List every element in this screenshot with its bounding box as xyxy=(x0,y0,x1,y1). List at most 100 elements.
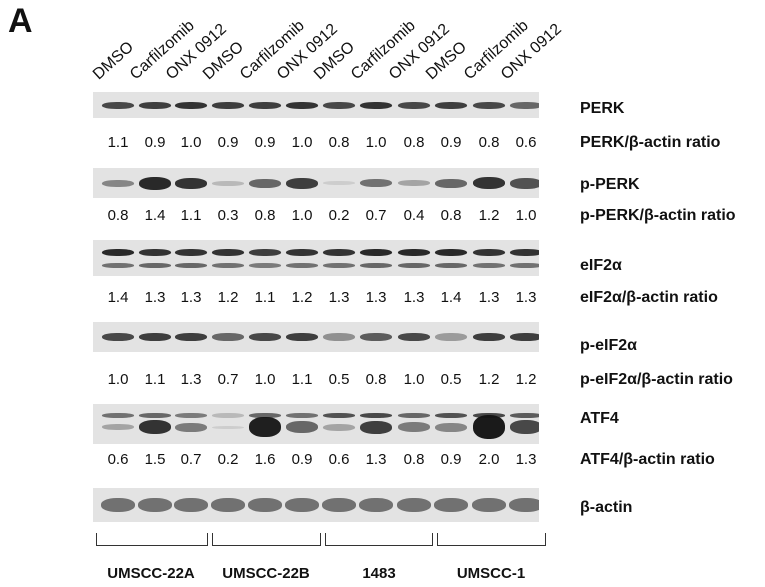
bracket-umscc-1 xyxy=(437,533,546,546)
row-label-p-perk: p-PERK xyxy=(580,176,640,193)
band xyxy=(175,333,207,341)
band xyxy=(323,412,355,418)
band xyxy=(285,498,319,512)
ratio-value: 0.9 xyxy=(217,134,239,151)
band xyxy=(398,262,430,268)
band xyxy=(510,262,539,268)
band xyxy=(211,498,245,512)
band xyxy=(212,248,244,256)
ratio-value: 0.4 xyxy=(403,207,425,224)
band xyxy=(139,420,171,434)
band xyxy=(249,178,281,188)
band xyxy=(398,101,430,109)
band xyxy=(102,101,134,109)
ratio-value: 1.2 xyxy=(291,289,313,306)
band xyxy=(249,248,281,256)
blot-ATF4 xyxy=(93,404,539,444)
band xyxy=(139,101,171,109)
band xyxy=(138,498,172,512)
band xyxy=(174,498,208,512)
band xyxy=(175,177,207,189)
ratio-value: 0.8 xyxy=(440,207,462,224)
band xyxy=(139,262,171,268)
band xyxy=(510,248,539,256)
ratio-label-atf4: ATF4/β-actin ratio xyxy=(580,451,715,468)
ratio-value: 0.9 xyxy=(440,134,462,151)
ratio-value: 1.0 xyxy=(403,371,425,388)
ratio-value: 1.1 xyxy=(144,371,166,388)
band xyxy=(102,412,134,418)
band xyxy=(323,101,355,109)
band xyxy=(323,248,355,256)
band xyxy=(435,422,467,432)
band xyxy=(473,415,505,439)
band xyxy=(397,498,431,512)
ratio-value: 0.8 xyxy=(478,134,500,151)
ratio-value: 1.0 xyxy=(291,134,313,151)
ratio-value: 1.1 xyxy=(291,371,313,388)
ratio-value: 0.9 xyxy=(440,451,462,468)
band xyxy=(102,248,134,256)
ratio-value: 1.2 xyxy=(515,371,537,388)
ratio-value: 1.5 xyxy=(144,451,166,468)
band xyxy=(435,248,467,256)
group-label-umscc-22a: UMSCC-22A xyxy=(107,565,195,582)
band xyxy=(212,101,244,109)
ratio-value: 1.3 xyxy=(180,371,202,388)
band xyxy=(360,179,392,187)
ratio-value: 1.3 xyxy=(478,289,500,306)
band xyxy=(473,177,505,189)
band xyxy=(359,498,393,512)
ratio-value: 2.0 xyxy=(478,451,500,468)
band xyxy=(212,412,244,418)
blot-p-PERK xyxy=(93,168,539,198)
band xyxy=(322,498,356,512)
band xyxy=(249,333,281,341)
row-label-beta-actin: β-actin xyxy=(580,499,633,516)
ratio-label-p-eif2a: p-eIF2α/β-actin ratio xyxy=(580,371,733,388)
lane-label: DMSO xyxy=(89,38,138,84)
band xyxy=(286,248,318,256)
ratio-value: 0.8 xyxy=(403,134,425,151)
band xyxy=(249,412,281,418)
band xyxy=(249,101,281,109)
band xyxy=(101,498,135,512)
ratio-value: 1.2 xyxy=(478,371,500,388)
ratio-value: 1.4 xyxy=(144,207,166,224)
band xyxy=(510,420,539,434)
row-label-eif2a: eIF2α xyxy=(580,257,622,274)
band xyxy=(102,179,134,187)
group-label-1483: 1483 xyxy=(362,565,396,582)
band xyxy=(175,262,207,268)
panel-letter: A xyxy=(8,2,33,40)
ratio-value: 0.5 xyxy=(440,371,462,388)
ratio-value: 0.2 xyxy=(217,451,239,468)
band xyxy=(398,248,430,256)
band xyxy=(510,101,539,109)
band xyxy=(286,177,318,189)
band xyxy=(435,178,467,188)
band xyxy=(175,101,207,109)
ratio-value: 1.2 xyxy=(217,289,239,306)
ratio-value: 0.6 xyxy=(515,134,537,151)
band xyxy=(398,333,430,341)
ratio-value: 1.0 xyxy=(107,371,129,388)
ratio-value: 1.0 xyxy=(515,207,537,224)
bracket-umscc-22b xyxy=(212,533,321,546)
band xyxy=(360,262,392,268)
blot-p-eIF2a xyxy=(93,322,539,352)
ratio-value: 0.9 xyxy=(254,134,276,151)
band xyxy=(102,424,134,430)
band xyxy=(323,423,355,431)
ratio-value: 1.1 xyxy=(180,207,202,224)
band xyxy=(249,417,281,437)
band xyxy=(286,262,318,268)
band xyxy=(360,248,392,256)
band xyxy=(102,333,134,341)
band xyxy=(398,412,430,418)
band xyxy=(212,180,244,186)
ratio-value: 1.0 xyxy=(365,134,387,151)
band xyxy=(434,498,468,512)
band xyxy=(473,262,505,268)
ratio-value: 1.3 xyxy=(180,289,202,306)
